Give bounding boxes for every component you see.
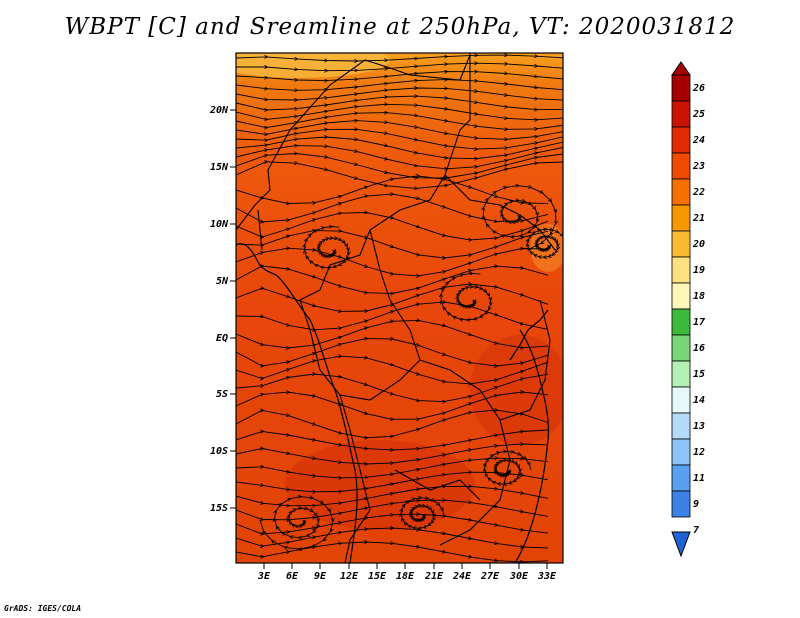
colorbar-swatch <box>671 360 691 388</box>
lat-label: 5S <box>216 389 228 400</box>
footer-credit: GrADS: IGES/COLA <box>4 604 82 613</box>
colorbar-arrow-bottom <box>671 531 691 558</box>
colorbar-swatch <box>671 490 691 518</box>
lat-tick: 20N <box>209 105 236 116</box>
wbpt-core-east <box>470 335 563 445</box>
lat-label: 10N <box>210 219 229 230</box>
country-borders <box>236 53 556 563</box>
colorbar-label: 13 <box>693 421 705 432</box>
lat-tick: EQ <box>216 333 236 344</box>
lon-tick: 18E <box>396 563 415 582</box>
coastline <box>236 243 550 563</box>
colorbar-label: 23 <box>692 161 705 172</box>
lat-label: 15N <box>210 162 229 173</box>
streamline <box>236 55 563 61</box>
lon-label: 12E <box>340 571 359 582</box>
lon-tick: 27E <box>480 563 500 582</box>
streamline <box>485 451 532 484</box>
colorbar-label: 22 <box>692 187 705 198</box>
lon-tick: 3E <box>257 563 271 582</box>
lon-tick: 24E <box>452 563 472 582</box>
colorbar-swatch <box>671 308 691 336</box>
lat-label: 10S <box>210 446 228 457</box>
colorbar-swatch <box>671 204 691 232</box>
lon-label: 9E <box>314 571 327 582</box>
lat-tick: 15S <box>210 503 236 514</box>
colorbar-labels: 26 25 24 23 22 21 20 19 18 17 16 15 14 1… <box>692 83 705 536</box>
colorbar-label: 12 <box>693 447 705 458</box>
colorbar-label: 19 <box>693 265 705 276</box>
lon-tick: 12E <box>340 563 359 582</box>
lat-label: 20N <box>209 105 229 116</box>
lat-label: EQ <box>216 333 228 344</box>
lat-tick: 10S <box>210 446 236 457</box>
lat-tick: 10N <box>210 219 236 230</box>
colorbar-swatch <box>671 74 691 102</box>
colorbar-label: 18 <box>693 291 705 302</box>
lon-tick: 33E <box>537 563 557 582</box>
map-frame <box>235 52 564 564</box>
chart-title: WBPT [C] and Sreamline at 250hPa, VT: 20… <box>64 14 736 40</box>
lat-tick: 15N <box>210 162 236 173</box>
colorbar: 26 25 24 23 22 21 20 19 18 17 16 15 14 1… <box>671 61 705 558</box>
lon-label: 27E <box>480 571 500 582</box>
colorbar-swatch <box>671 230 691 258</box>
lon-label: 15E <box>368 571 387 582</box>
lon-tick: 15E <box>368 563 387 582</box>
wbpt-warm-band <box>236 53 390 78</box>
colorbar-swatch <box>671 282 691 310</box>
colorbar-label: 17 <box>693 317 705 328</box>
lat-axis: 20N 15N 10N 5N EQ 5S 10S 15S <box>209 105 236 514</box>
colorbar-swatch <box>671 152 691 180</box>
lon-label: 24E <box>452 571 472 582</box>
colorbar-boxes <box>671 74 691 518</box>
streamline <box>236 542 549 562</box>
colorbar-label: 11 <box>693 473 705 484</box>
colorbar-label: 25 <box>692 109 705 120</box>
colorbar-label: 20 <box>692 239 705 250</box>
streamline <box>401 498 445 528</box>
lon-tick: 30E <box>509 563 529 582</box>
colorbar-swatch <box>671 438 691 466</box>
streamline <box>441 273 491 320</box>
lon-tick: 21E <box>424 563 444 582</box>
colorbar-label: 15 <box>693 369 705 380</box>
lon-label: 6E <box>286 571 299 582</box>
lon-axis: 3E 6E 9E 12E 15E 18E 21E 24E 27E 30E 33E <box>257 563 557 582</box>
colorbar-label: 7 <box>693 525 699 536</box>
colorbar-swatch <box>671 256 691 284</box>
streamline <box>236 63 563 70</box>
colorbar-swatch <box>671 126 691 154</box>
colorbar-swatch <box>671 386 691 414</box>
streamline <box>259 497 333 549</box>
lon-label: 3E <box>257 571 271 582</box>
map-panel <box>236 53 563 563</box>
colorbar-swatch <box>671 334 691 362</box>
lat-label: 15S <box>210 503 228 514</box>
colorbar-swatch <box>671 178 691 206</box>
lon-label: 21E <box>424 571 444 582</box>
colorbar-label: 21 <box>692 213 705 224</box>
lon-label: 30E <box>509 571 529 582</box>
colorbar-label: 14 <box>693 395 705 406</box>
colorbar-label: 16 <box>693 343 705 354</box>
colorbar-swatch <box>671 100 691 128</box>
lon-label: 33E <box>537 571 557 582</box>
lat-label: 5N <box>216 276 229 287</box>
lon-label: 18E <box>396 571 415 582</box>
lon-tick: 9E <box>314 563 327 582</box>
colorbar-label: 9 <box>693 499 699 510</box>
streamline <box>304 227 348 268</box>
streamline <box>528 229 563 257</box>
lon-tick: 6E <box>286 563 299 582</box>
colorbar-swatch <box>671 464 691 492</box>
colorbar-swatch <box>671 412 691 440</box>
colorbar-label: 26 <box>692 83 705 94</box>
colorbar-arrow-top <box>671 61 691 76</box>
lat-tick: 5N <box>216 276 236 287</box>
lat-tick: 5S <box>216 389 236 400</box>
colorbar-label: 24 <box>692 135 705 146</box>
